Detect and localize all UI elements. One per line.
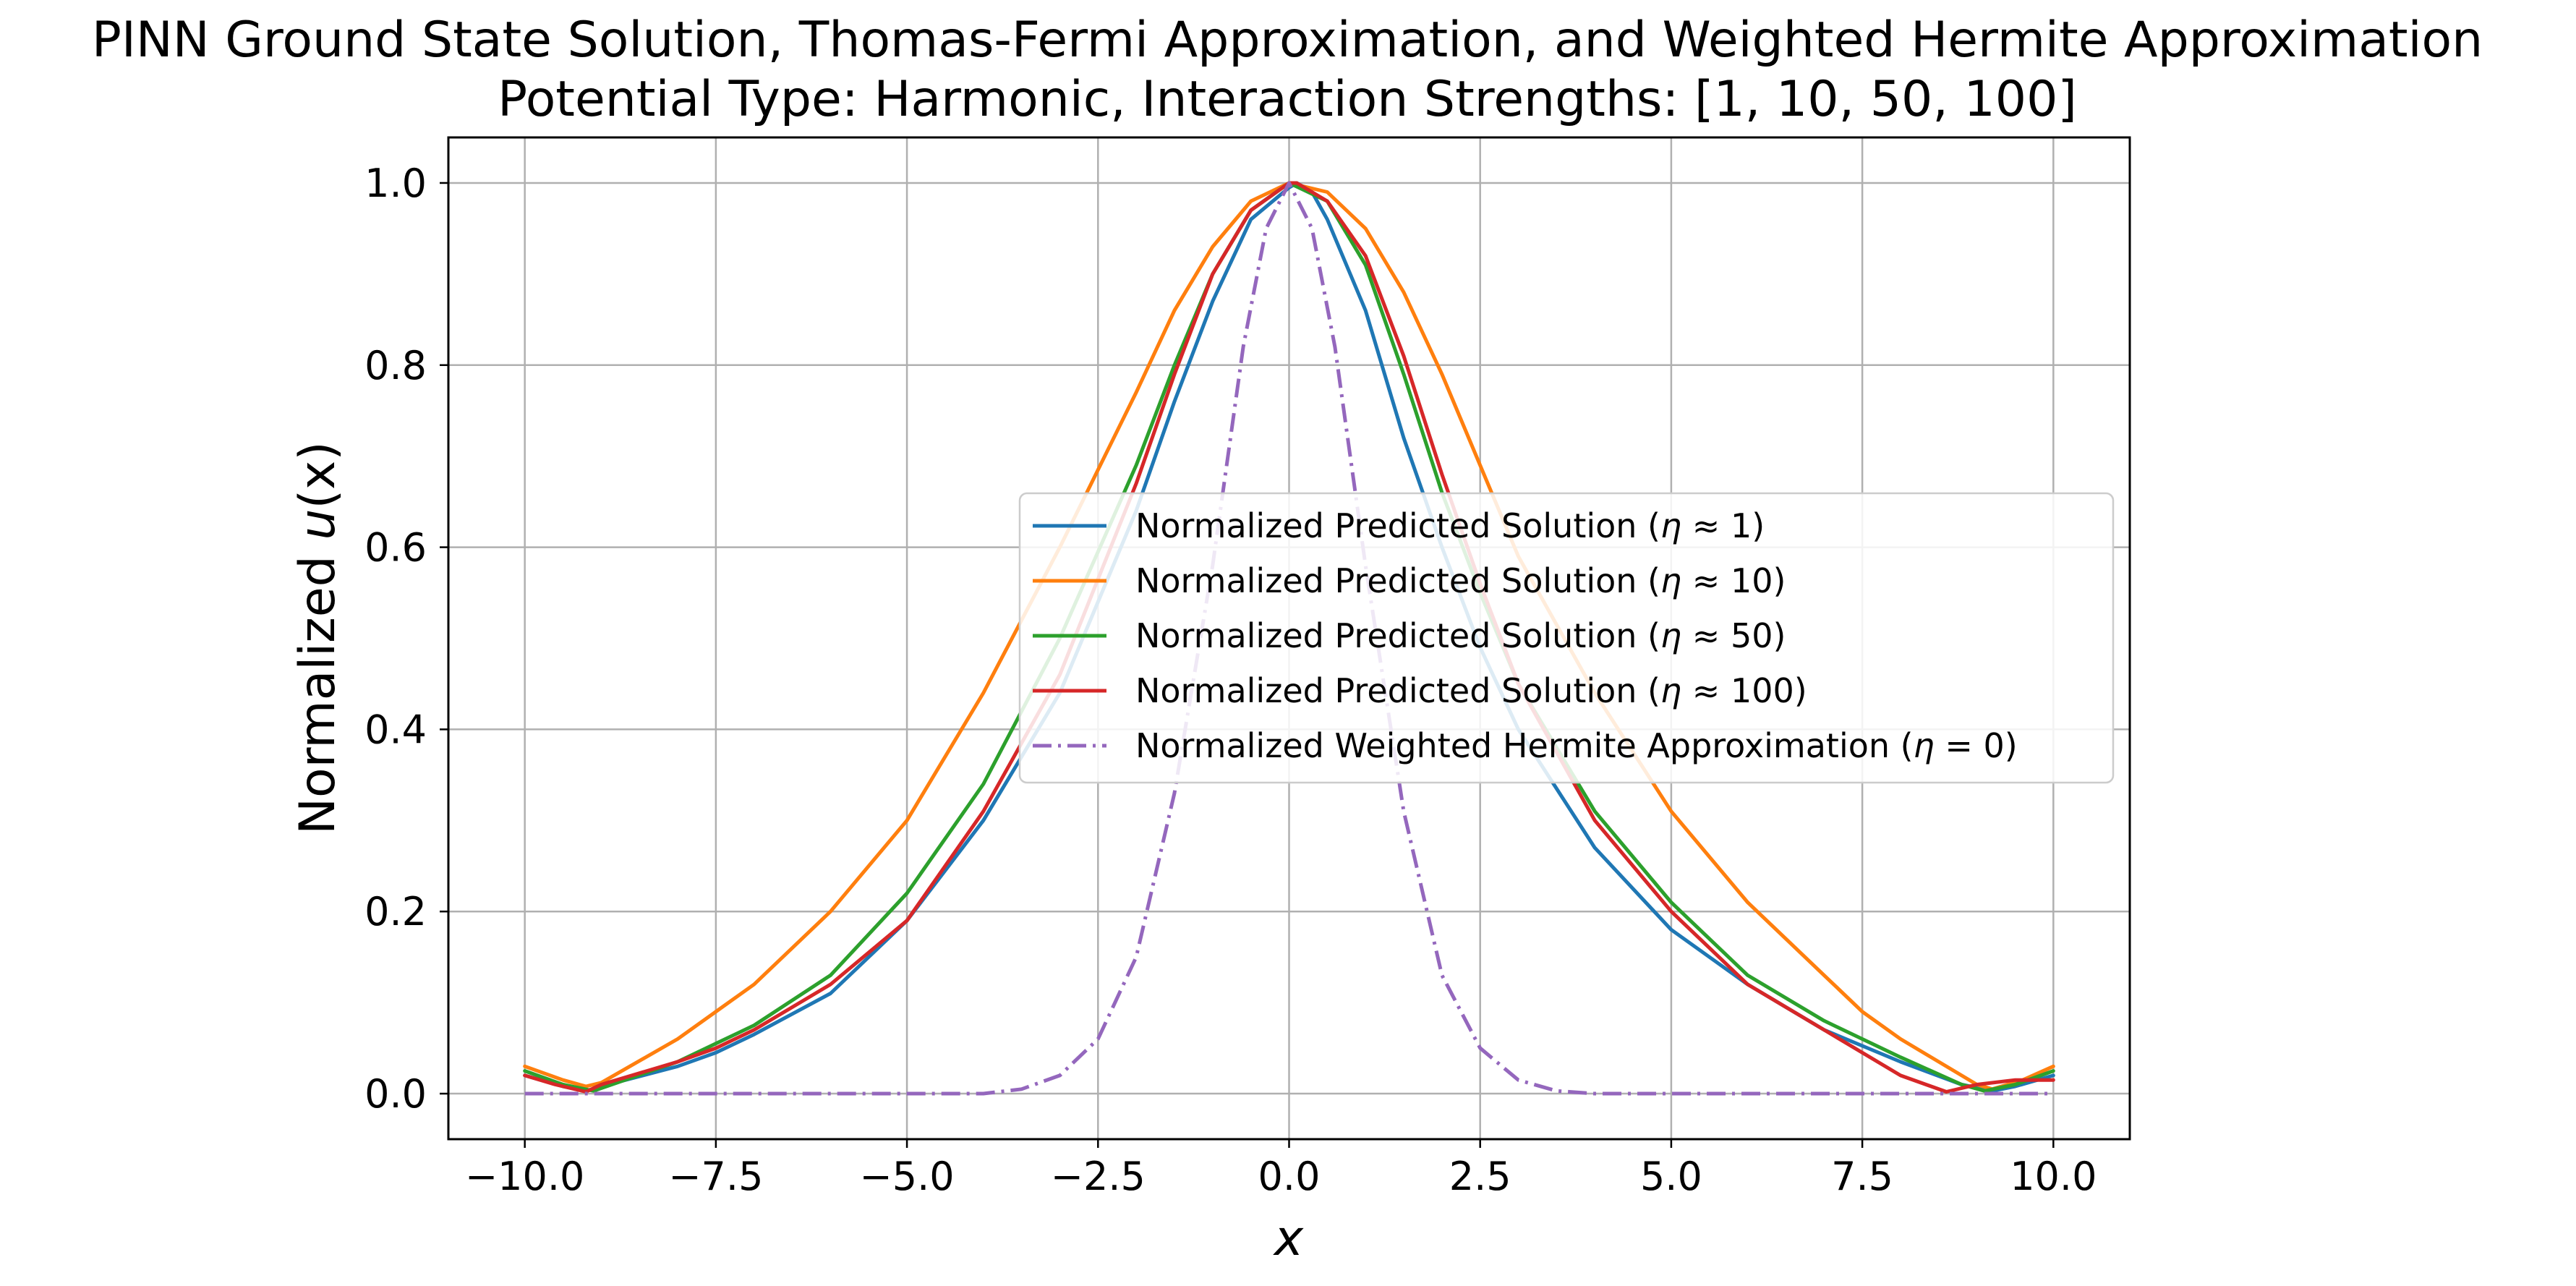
x-tick-label: 10.0 <box>2010 1154 2097 1199</box>
y-axis: 0.0 0.2 0.4 0.6 0.8 1.0 <box>364 161 448 1117</box>
legend-label: Normalized Predicted Solution (η ≈ 1) <box>1135 506 1765 545</box>
x-tick-label: −5.0 <box>860 1154 955 1199</box>
chart-subtitle: Potential Type: Harmonic, Interaction St… <box>498 71 2077 128</box>
y-axis-label: Normalized u(x) <box>289 441 346 835</box>
x-axis-label: x <box>1273 1210 1304 1267</box>
x-tick-label: 0.0 <box>1258 1154 1321 1199</box>
legend: Normalized Predicted Solution (η ≈ 1) Nor… <box>1018 492 2115 784</box>
x-axis: −10.0 −7.5 −5.0 −2.5 0.0 2.5 5.0 7.5 10.0 <box>465 1139 2097 1199</box>
series-layer <box>523 181 2055 1096</box>
legend-label: Normalized Weighted Hermite Approximatio… <box>1135 726 2018 765</box>
y-tick-label: 0.6 <box>364 525 427 571</box>
y-tick-label: 1.0 <box>364 161 427 206</box>
x-tick-label: 5.0 <box>1640 1154 1702 1199</box>
y-axis-label-prefix: Normalized <box>289 540 346 835</box>
legend-label: Normalized Predicted Solution (η ≈ 10) <box>1135 561 1786 600</box>
series-line-2 <box>523 181 2055 1091</box>
y-axis-label-paren: (x) <box>289 441 346 508</box>
y-tick-label: 0.8 <box>364 343 427 388</box>
x-tick-label: 2.5 <box>1449 1154 1511 1199</box>
legend-box <box>1018 492 2115 784</box>
x-tick-label: −2.5 <box>1051 1154 1146 1199</box>
series-line-5 <box>524 181 2054 1096</box>
x-tick-label: −10.0 <box>465 1154 584 1199</box>
y-axis-label-var: u <box>289 508 346 540</box>
legend-label: Normalized Predicted Solution (η ≈ 50) <box>1135 616 1786 655</box>
chart-title: PINN Ground State Solution, Thomas-Fermi… <box>92 12 2483 69</box>
y-tick-label: 0.2 <box>364 889 427 934</box>
y-tick-label: 0.4 <box>364 707 427 752</box>
x-tick-label: −7.5 <box>668 1154 763 1199</box>
legend-label: Normalized Predicted Solution (η ≈ 100) <box>1135 671 1807 710</box>
x-tick-label: 7.5 <box>1831 1154 1893 1199</box>
series-line-4 <box>523 181 2055 1094</box>
y-tick-label: 0.0 <box>364 1071 427 1117</box>
